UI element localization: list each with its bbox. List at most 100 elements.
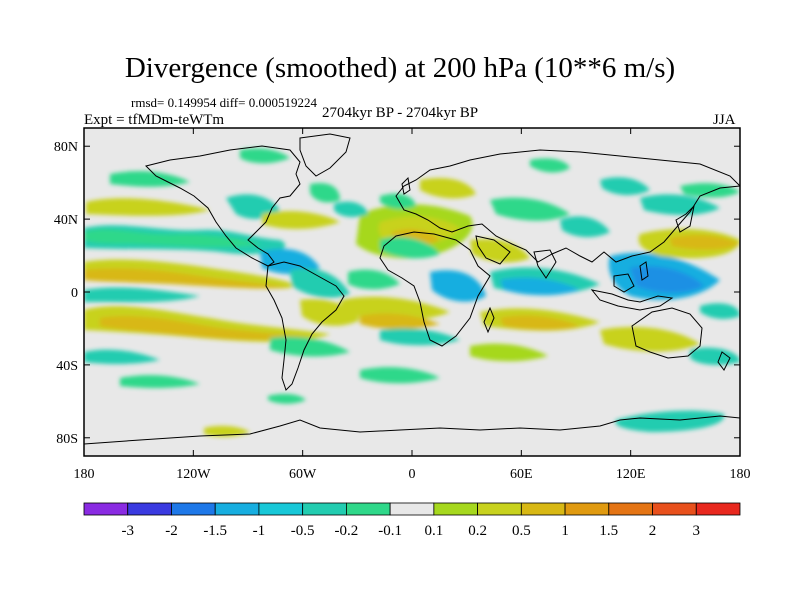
coastline-eurasia — [395, 149, 740, 263]
field-patch — [300, 299, 360, 326]
coastline-indonesia — [590, 289, 674, 311]
field-patch — [360, 367, 440, 384]
lat-tick-label: 40S — [56, 359, 78, 374]
lon-tick-label: 120E — [616, 467, 646, 482]
field-patch — [430, 270, 486, 302]
lon-tick-label: 60E — [510, 467, 533, 482]
field-patch — [360, 313, 440, 330]
field-patch — [680, 183, 740, 198]
field-patch — [310, 182, 340, 203]
field-patch — [268, 393, 306, 404]
coastline-greenland — [299, 133, 351, 177]
coastline-philippines — [639, 261, 649, 281]
field-patch — [260, 248, 320, 274]
field-patch — [100, 316, 310, 340]
field-patch — [560, 216, 610, 238]
field-patch — [615, 410, 725, 432]
colorbar-label: 1.5 — [599, 523, 618, 539]
coastline-india — [533, 249, 557, 279]
field-patch — [334, 201, 368, 217]
field-patch — [630, 266, 704, 293]
field-patch — [240, 148, 290, 164]
coastline-australia — [631, 307, 703, 359]
lat-axis: 80N 40N 0 40S 80S — [54, 140, 740, 447]
period-label: 2704kyr BP - 2704kyr BP — [321, 105, 479, 121]
colorbar-swatch — [564, 502, 610, 516]
colorbar-label: 0.1 — [424, 523, 443, 539]
field-patch — [640, 194, 720, 215]
colorbar-label: 2 — [649, 523, 657, 539]
lon-axis: 180 120W 60W 0 60E 120E 180 — [74, 128, 751, 482]
colorbar-label: 0.2 — [468, 523, 487, 539]
colorbar-label: -3 — [121, 523, 134, 539]
colorbar-label: 0.5 — [512, 523, 531, 539]
field-patch — [120, 375, 200, 388]
field-patch — [84, 259, 300, 289]
colorbar-label: -1.5 — [203, 523, 227, 539]
colorbar-label: -0.1 — [378, 523, 402, 539]
field-patch — [380, 328, 460, 346]
coastlines — [84, 133, 740, 445]
field-patch — [700, 303, 740, 319]
colorbar-swatch — [171, 502, 216, 516]
colorbar-label: -0.5 — [291, 523, 315, 539]
field-patch — [84, 268, 290, 289]
colorbar-swatch — [302, 502, 347, 516]
coastline-japan — [675, 204, 695, 233]
colorbar-label: -0.2 — [335, 523, 359, 539]
colorbar-swatch — [127, 502, 172, 516]
field-patch — [348, 269, 400, 290]
coastline-south-america — [265, 261, 345, 391]
colorbar-swatch — [608, 502, 653, 516]
coastline-north-america — [145, 145, 301, 267]
field-patch — [380, 193, 416, 209]
colorbar-swatch — [83, 502, 129, 516]
lon-tick-label: 180 — [730, 467, 751, 482]
field-patch — [84, 229, 262, 248]
colorbar: -3 -2 -1.5 -1 -0.5 -0.2 -0.1 0.1 0.2 0.5 1 1.5 2 3 — [83, 502, 741, 539]
coastline-arabia — [475, 235, 511, 265]
colorbar-swatch — [214, 502, 260, 516]
field-patch — [470, 343, 548, 362]
field-patch — [420, 177, 476, 199]
colorbar-label: 3 — [693, 523, 701, 539]
figure-title: Divergence (smoothed) at 200 hPa (10**6 … — [124, 52, 676, 84]
field-patch — [226, 194, 280, 219]
colorbar-swatch — [695, 502, 741, 516]
lon-tick-label: 0 — [409, 467, 416, 482]
lat-tick-label: 0 — [71, 286, 78, 301]
field-patch — [600, 177, 650, 196]
field-patch — [84, 287, 200, 303]
field-patch — [290, 268, 350, 298]
field-patch — [690, 347, 740, 365]
colorbar-swatch — [520, 502, 566, 516]
field-patch — [86, 198, 210, 216]
field-patch — [270, 336, 350, 357]
coastline-new-zealand — [717, 351, 731, 371]
colorbar-swatch — [345, 502, 391, 516]
colorbar-swatch — [389, 502, 435, 516]
field-patch — [490, 197, 570, 221]
lon-tick-label: 180 — [74, 467, 95, 482]
field-patch — [500, 277, 580, 296]
experiment-label: Expt = tfMDm-teWTm — [84, 112, 225, 128]
field-patch — [262, 211, 340, 229]
field-patch — [530, 158, 570, 173]
colorbar-label: -1 — [253, 523, 266, 539]
lon-tick-label: 60W — [289, 467, 317, 482]
colorbar-swatch — [477, 502, 522, 516]
colorbar-label: 1 — [561, 523, 569, 539]
coastline-africa — [379, 231, 491, 347]
field-patch — [670, 235, 740, 250]
field-patch — [500, 315, 580, 330]
colorbar-label: -2 — [165, 523, 178, 539]
coastline-madagascar — [483, 306, 495, 334]
season-label: JJA — [713, 112, 736, 128]
coastline-uk — [401, 176, 411, 195]
lat-tick-label: 80N — [54, 140, 78, 155]
stats-text: rmsd= 0.149954 diff= 0.000519224 — [131, 95, 317, 110]
colorbar-swatch — [652, 502, 697, 516]
field-patch — [84, 349, 160, 364]
coastline-borneo — [613, 273, 635, 293]
